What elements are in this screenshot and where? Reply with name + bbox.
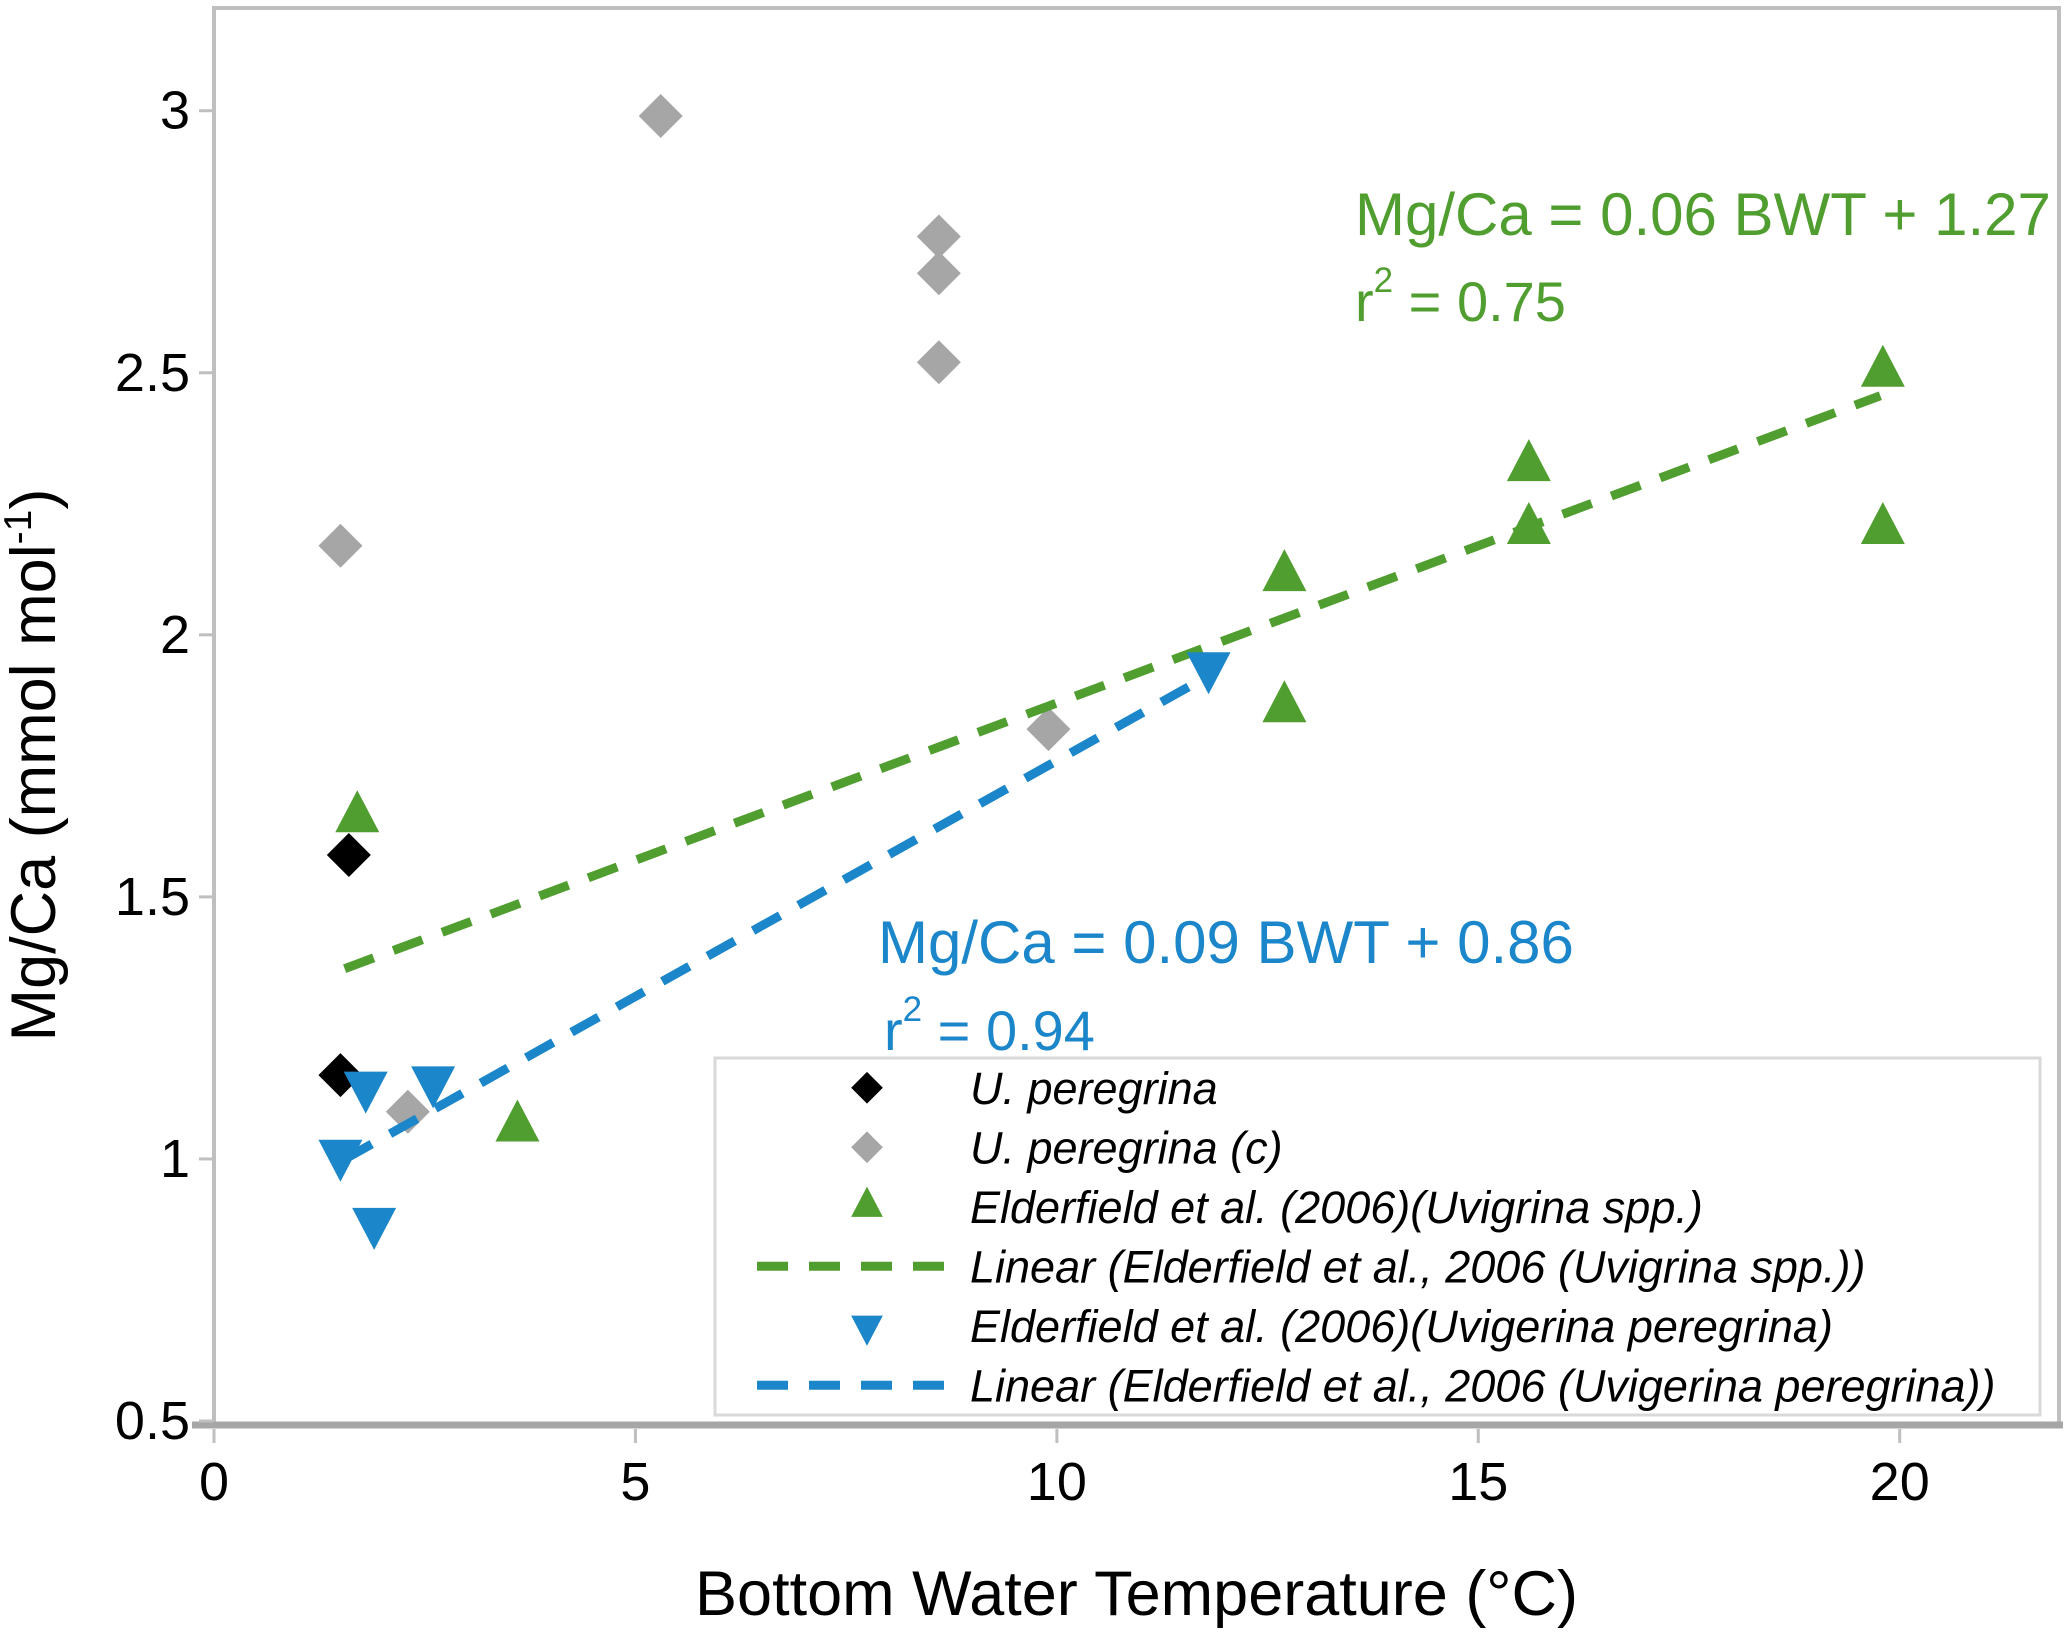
y-tick-label: 1.5 (115, 867, 190, 927)
data-point (916, 340, 961, 385)
legend-box (713, 1056, 2042, 1417)
trendline-equation: r2 = 0.94 (884, 990, 1095, 1062)
y-axis-title: Mg/Ca (mmol mol-1) (0, 489, 69, 1042)
x-tick-label: 0 (199, 1452, 229, 1512)
axis-ticks: 0 5 10 15 20 0.5 1 1.5 2 2.5 3 (115, 81, 1930, 1512)
data-point (1262, 680, 1307, 723)
series-1 (318, 93, 1071, 1134)
legend-label: Elderfield et al. (2006)(Uvigerina pereg… (970, 1300, 1833, 1351)
data-point (495, 1099, 540, 1142)
series-2 (335, 344, 1905, 1142)
data-point (916, 251, 961, 296)
data-point (1026, 707, 1071, 752)
x-tick-label: 20 (1870, 1452, 1930, 1512)
data-point (411, 1066, 456, 1109)
data-point (1506, 439, 1551, 482)
series-4 (318, 652, 1231, 1250)
data-point (343, 1071, 388, 1114)
legend-item: Elderfield et al. (2006)(Uvigrina spp.) (851, 1181, 1703, 1232)
x-tick-label: 15 (1448, 1452, 1508, 1512)
y-tick-label: 0.5 (115, 1391, 190, 1451)
x-axis-title: Bottom Water Temperature (°C) (695, 1559, 1578, 1629)
legend-marker-diamond (851, 1131, 883, 1164)
y-tick-label: 3 (160, 81, 190, 141)
trendline (343, 391, 1882, 973)
trendline-equation: r2 = 0.75 (1355, 261, 1566, 333)
legend-item: U. peregrina (c) (851, 1122, 1283, 1173)
legend-label: Linear (Elderfield et al., 2006 (Uvigeri… (970, 1360, 1996, 1411)
data-point (335, 790, 380, 833)
series-3 (343, 391, 1882, 973)
x-tick-label: 10 (1027, 1452, 1087, 1512)
data-point (638, 93, 683, 138)
plot-border (192, 6, 2063, 1429)
legend-label: U. peregrina (970, 1062, 1218, 1113)
data-point (1860, 344, 1905, 387)
y-tick-label: 1 (160, 1129, 190, 1189)
data-point (916, 214, 961, 259)
legend-marker-triangle-down (851, 1315, 883, 1346)
legend-item: Elderfield et al. (2006)(Uvigerina pereg… (851, 1300, 1833, 1351)
series-5 (342, 667, 1220, 1164)
y-tick-label: 2 (160, 605, 190, 665)
data-point (318, 1139, 363, 1182)
x-tick-label: 5 (620, 1452, 650, 1512)
y-tick-label: 2.5 (115, 343, 190, 403)
data-point (318, 523, 363, 568)
data-point (352, 1207, 397, 1250)
legend-item: Linear (Elderfield et al., 2006 (Uvigeri… (757, 1360, 1996, 1411)
data-point (1860, 502, 1905, 545)
legend-label: Elderfield et al. (2006)(Uvigrina spp.) (970, 1181, 1703, 1232)
trendline (342, 667, 1220, 1164)
trendline-equation: Mg/Ca = 0.09 BWT + 0.86 (878, 909, 1574, 976)
legend-marker-diamond (851, 1071, 883, 1104)
data-point (326, 832, 371, 877)
legend-marker-triangle-up (851, 1186, 883, 1217)
data-point (1262, 549, 1307, 592)
legend-item: Linear (Elderfield et al., 2006 (Uvigrin… (757, 1241, 1865, 1292)
legend: U. peregrina U. peregrina (c) Elderfield e… (713, 1056, 2042, 1417)
legend-label: Linear (Elderfield et al., 2006 (Uvigrin… (970, 1241, 1865, 1292)
trendline-equation: Mg/Ca = 0.06 BWT + 1.27 (1355, 181, 2051, 248)
legend-label: U. peregrina (c) (970, 1122, 1283, 1173)
legend-item: U. peregrina (851, 1062, 1218, 1113)
